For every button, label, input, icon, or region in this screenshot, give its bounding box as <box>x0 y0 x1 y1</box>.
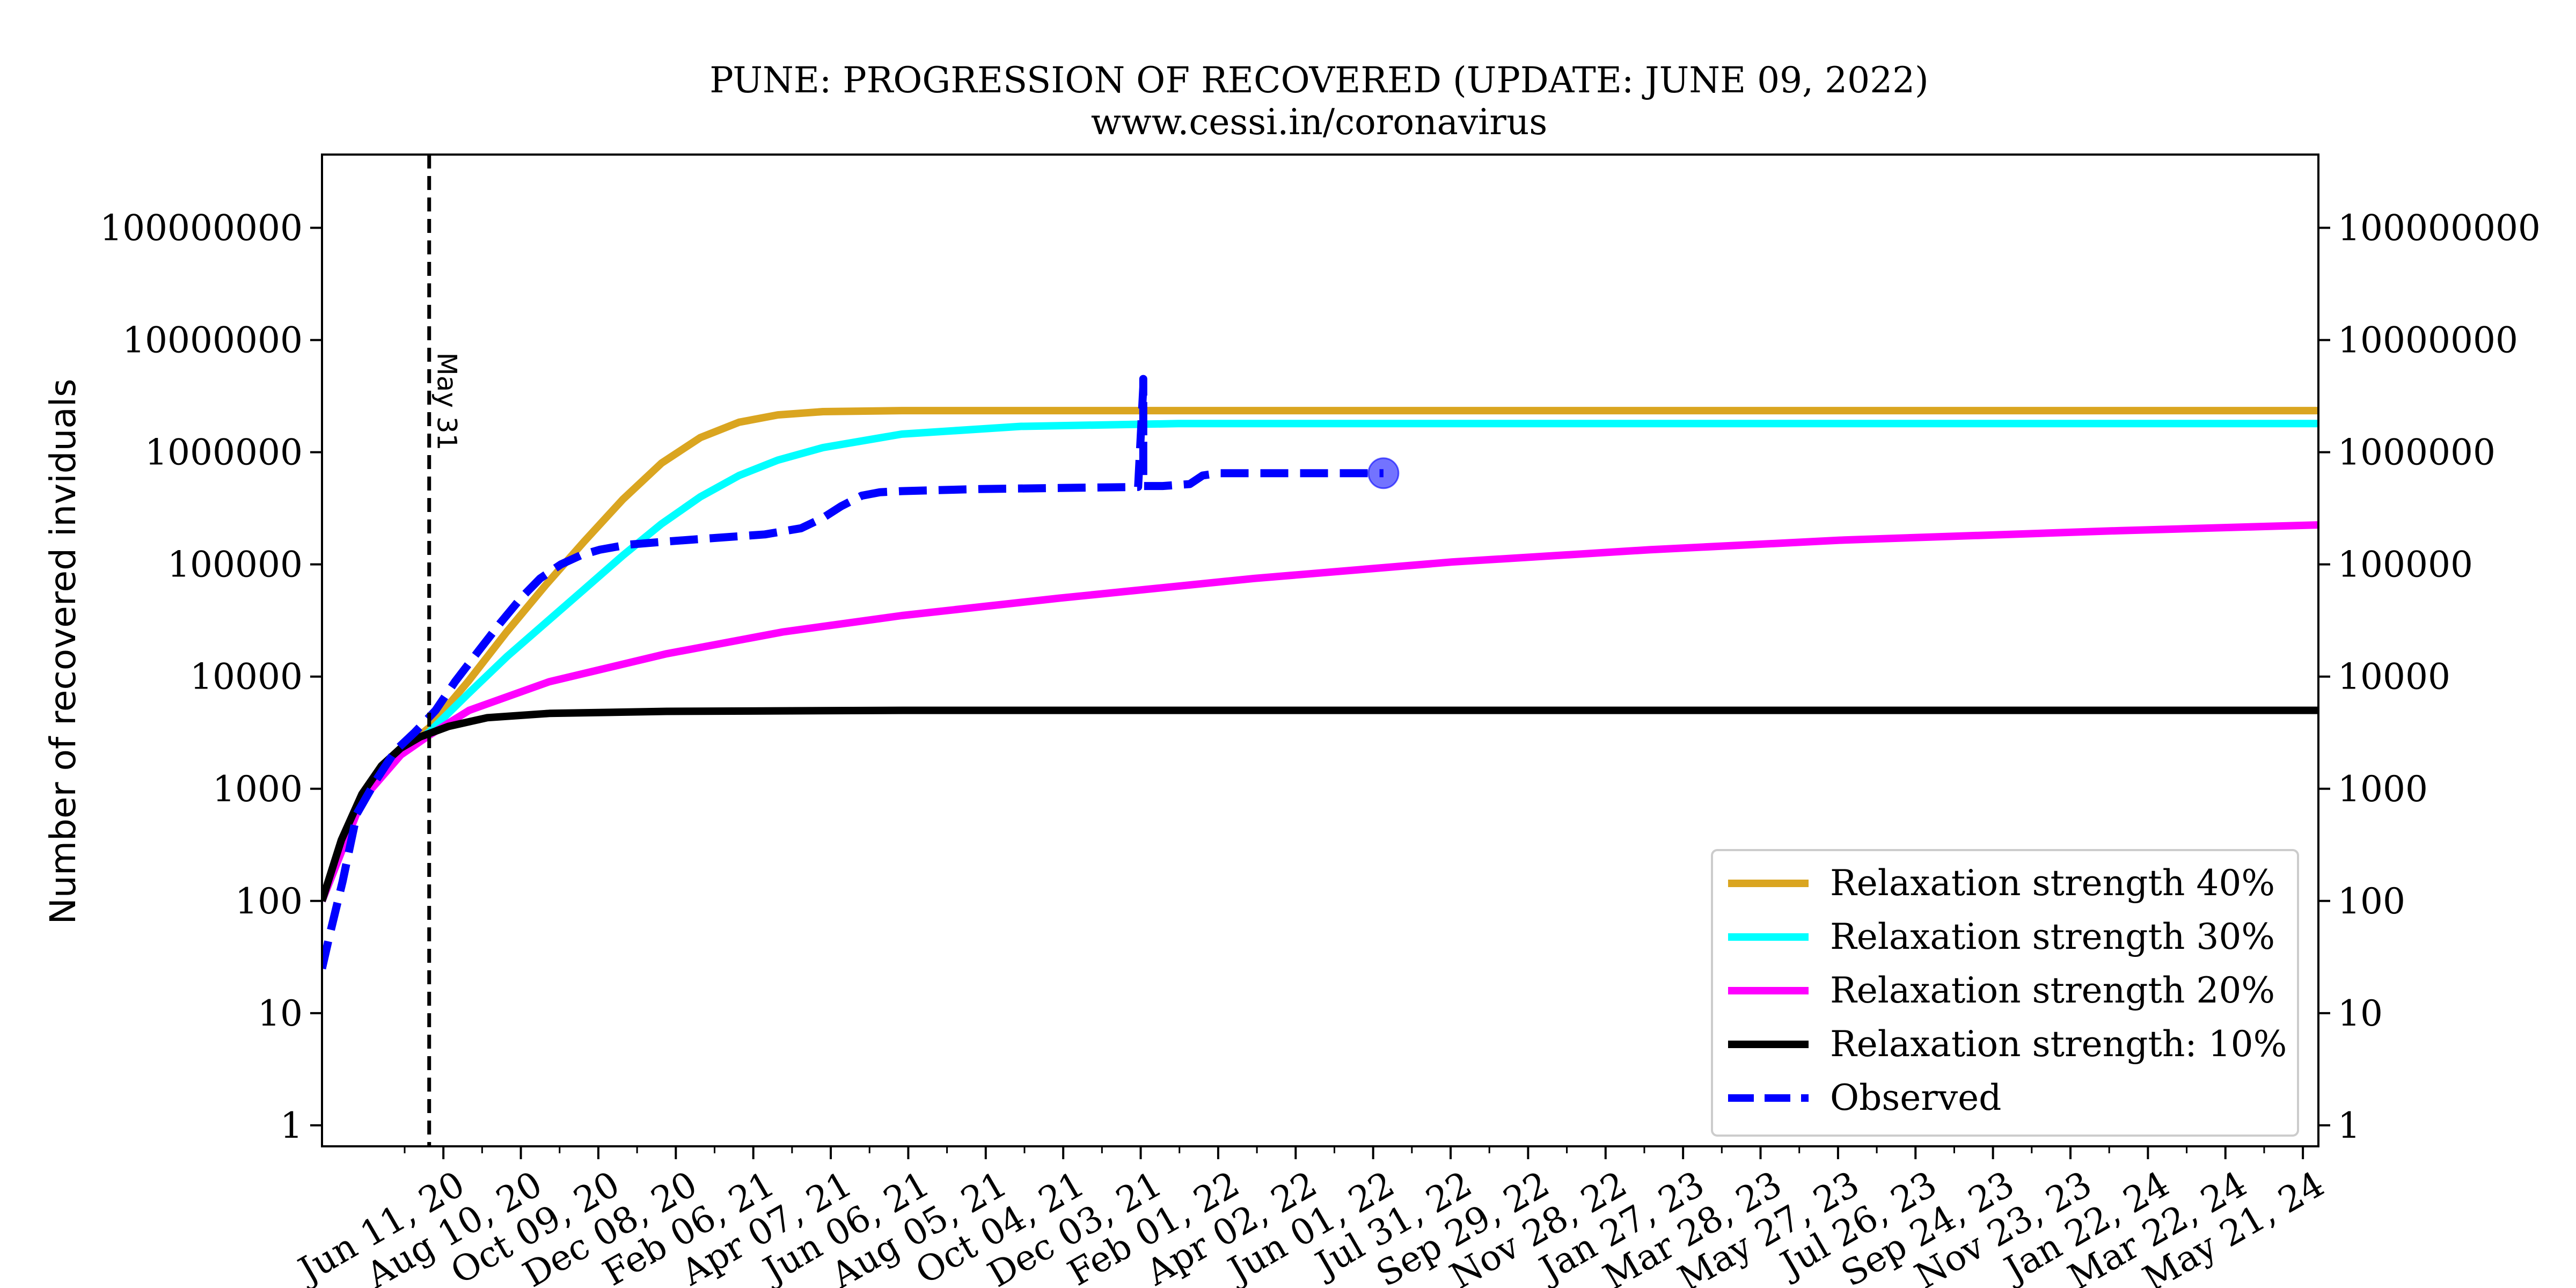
legend-entry: Relaxation strength 40% <box>1830 862 2275 904</box>
legend-entry: Relaxation strength 30% <box>1830 916 2275 957</box>
y-tick-label-right: 100 <box>2338 881 2405 922</box>
legend-entry: Relaxation strength 20% <box>1830 970 2275 1011</box>
chart-title: PUNE: PROGRESSION OF RECOVERED (UPDATE: … <box>709 60 1929 101</box>
y-axis-label: Number of recovered inviduals <box>42 379 84 925</box>
y-tick-label-left: 100000000 <box>100 208 303 249</box>
y-tick-label-left: 10000000 <box>122 320 303 361</box>
y-tick-label-right: 100000000 <box>2338 208 2541 249</box>
series-line-2 <box>322 521 2318 903</box>
series-group <box>322 375 2318 970</box>
y-tick-label-right: 10000000 <box>2338 320 2518 361</box>
chart-subtitle: www.cessi.in/coronavirus <box>1091 101 1548 143</box>
series-line-3 <box>322 706 2318 902</box>
y-tick-label-right: 1 <box>2338 1105 2360 1146</box>
y-tick-label-right: 10000 <box>2338 656 2450 698</box>
y-tick-label-left: 100 <box>235 881 303 922</box>
latest-observed-point <box>1367 457 1400 489</box>
legend-entry: Observed <box>1830 1077 2001 1118</box>
plot-frame <box>321 153 2319 1147</box>
y-tick-label-left: 1 <box>280 1105 303 1146</box>
y-tick-label-right: 1000 <box>2338 769 2428 810</box>
y-tick-label-left: 10000 <box>190 656 303 698</box>
y-tick-label-left: 10 <box>258 993 303 1034</box>
legend-box <box>1711 849 2299 1137</box>
y-tick-label-right: 1000000 <box>2338 432 2496 473</box>
y-tick-label-left: 1000000 <box>145 432 303 473</box>
legend-entry: Relaxation strength: 10% <box>1830 1023 2287 1065</box>
annotation-label: May 31 <box>431 353 463 451</box>
y-tick-label-right: 10 <box>2338 993 2383 1034</box>
y-tick-label-left: 100000 <box>167 544 303 586</box>
y-tick-label-right: 100000 <box>2338 544 2473 586</box>
y-tick-label-left: 1000 <box>213 769 303 810</box>
